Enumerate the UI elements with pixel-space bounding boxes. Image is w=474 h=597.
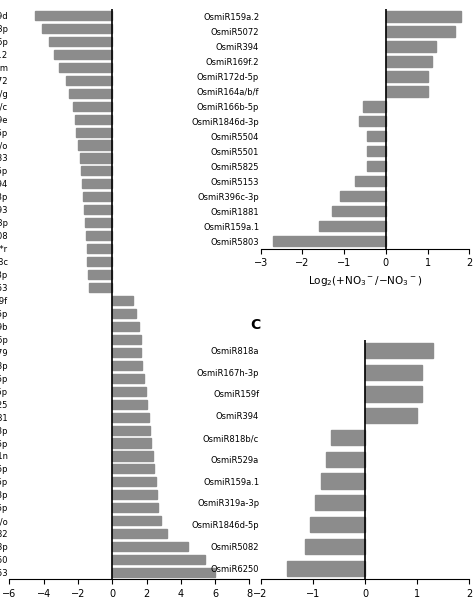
Bar (365, 408, 417, 423)
Bar (386, 26, 455, 36)
Bar (112, 478, 156, 487)
Bar (112, 413, 149, 421)
Bar (87, 244, 112, 253)
Bar (112, 296, 133, 305)
Bar (287, 561, 365, 576)
Bar (54, 50, 112, 59)
Bar (76, 128, 112, 137)
Bar (88, 270, 112, 279)
Bar (367, 161, 386, 171)
Bar (112, 387, 146, 396)
Bar (83, 192, 112, 201)
Bar (112, 516, 161, 525)
Text: B: B (250, 0, 261, 2)
Bar (320, 473, 365, 489)
Bar (355, 176, 386, 186)
Bar (112, 555, 205, 564)
Bar (70, 88, 112, 98)
Bar (365, 343, 433, 358)
Bar (367, 131, 386, 141)
Bar (49, 37, 112, 46)
Bar (112, 335, 141, 344)
Bar (386, 41, 436, 51)
Bar (331, 430, 365, 445)
Bar (66, 76, 112, 85)
Bar (80, 153, 112, 162)
Bar (112, 322, 139, 331)
Bar (112, 464, 155, 473)
Bar (112, 374, 144, 383)
Bar (112, 309, 137, 318)
Bar (84, 205, 112, 214)
Bar (42, 24, 112, 33)
Bar (112, 451, 153, 460)
Bar (112, 529, 167, 538)
Bar (88, 257, 112, 266)
Bar (386, 71, 428, 82)
Bar (89, 283, 112, 292)
Bar (112, 439, 151, 448)
Bar (73, 101, 112, 110)
Bar (367, 146, 386, 156)
Bar (340, 191, 386, 201)
Bar (74, 115, 112, 124)
Bar (310, 517, 365, 533)
Bar (112, 348, 141, 357)
Bar (365, 365, 422, 380)
Bar (82, 179, 112, 189)
Bar (78, 140, 112, 149)
Bar (331, 206, 386, 216)
Bar (112, 490, 157, 500)
Bar (365, 386, 422, 402)
Bar (305, 539, 365, 554)
Bar (359, 116, 386, 127)
Bar (112, 542, 188, 551)
Bar (273, 236, 386, 246)
Bar (319, 221, 386, 231)
Bar (85, 219, 112, 227)
Bar (315, 496, 365, 510)
Bar (363, 101, 386, 112)
Bar (326, 452, 365, 467)
Bar (86, 231, 112, 240)
Bar (386, 86, 428, 97)
Text: C: C (250, 318, 260, 333)
Bar (81, 167, 112, 176)
Bar (112, 399, 147, 409)
Bar (112, 503, 158, 512)
Bar (112, 361, 142, 370)
Bar (112, 426, 150, 435)
X-axis label: Log$_2$(+NO$_3$$^-$/$-$NO$_3$$^-$): Log$_2$(+NO$_3$$^-$/$-$NO$_3$$^-$) (308, 274, 422, 288)
Bar (112, 568, 215, 577)
Bar (386, 56, 432, 67)
Bar (59, 63, 112, 72)
Bar (386, 11, 461, 21)
Bar (35, 11, 112, 20)
